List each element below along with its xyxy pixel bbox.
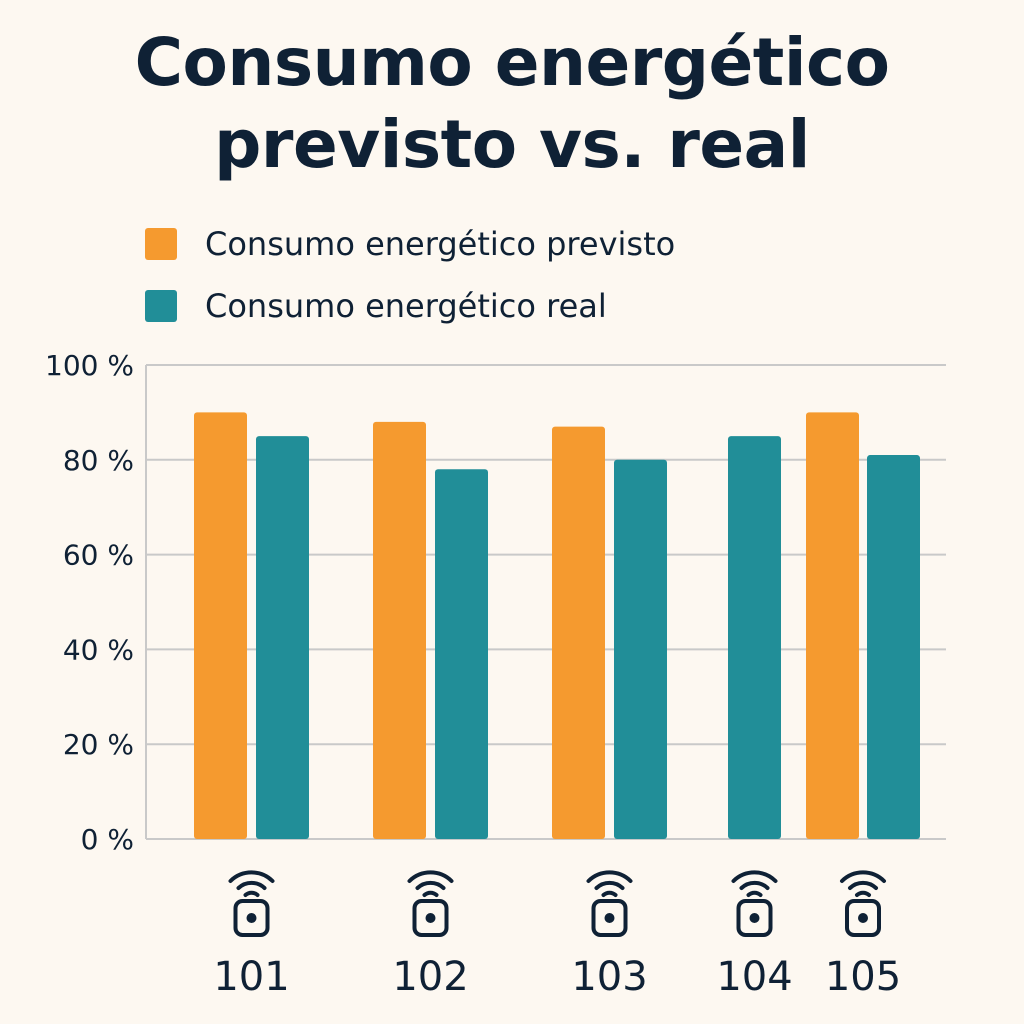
sensor-icon bbox=[840, 870, 886, 937]
bar-real-105 bbox=[867, 455, 920, 839]
sensor-body bbox=[233, 899, 270, 937]
legend-item-previsto: Consumo energético previsto bbox=[145, 222, 675, 266]
sensor-dot bbox=[858, 913, 868, 923]
signal-arc-outer bbox=[731, 870, 778, 883]
signal-arc-middle bbox=[236, 880, 267, 890]
y-tick-label: 80 % bbox=[63, 444, 134, 477]
signal-arc-inner bbox=[601, 890, 618, 897]
x-category-label: 103 bbox=[571, 954, 647, 1000]
legend-label-real: Consumo energético real bbox=[205, 287, 607, 325]
bar-previsto-102 bbox=[373, 421, 426, 839]
x-category-label: 104 bbox=[716, 954, 792, 1000]
sensor-dot bbox=[604, 913, 615, 923]
bar-real-103 bbox=[614, 459, 667, 839]
chart-title-line-2: previsto vs. real bbox=[214, 106, 810, 183]
signal-arc-middle bbox=[739, 880, 770, 890]
chart-title: Consumo energético previsto vs. real bbox=[0, 22, 1024, 186]
bar-previsto-105 bbox=[806, 412, 859, 839]
x-category-label: 102 bbox=[392, 954, 468, 1000]
signal-arc-middle bbox=[594, 880, 625, 890]
y-tick-label: 60 % bbox=[63, 539, 134, 572]
signal-arc-middle bbox=[415, 880, 446, 890]
sensor-body bbox=[736, 899, 773, 937]
signal-arc-outer bbox=[586, 870, 633, 883]
signal-arc-inner bbox=[855, 890, 871, 897]
signal-arc-outer bbox=[407, 870, 454, 883]
sensor-dot bbox=[246, 913, 257, 923]
signal-arc-inner bbox=[746, 890, 763, 897]
signal-arc-inner bbox=[243, 890, 260, 897]
chart-title-line-1: Consumo energético bbox=[134, 24, 890, 101]
legend: Consumo energético previsto Consumo ener… bbox=[145, 222, 675, 346]
sensor-body bbox=[845, 899, 881, 937]
sensor-dot bbox=[425, 913, 436, 923]
legend-item-real: Consumo energético real bbox=[145, 284, 675, 328]
y-tick-label: 100 % bbox=[45, 349, 134, 382]
bar-real-101 bbox=[256, 436, 309, 839]
sensor-icon bbox=[731, 870, 778, 937]
sensor-icon bbox=[407, 870, 454, 937]
x-category-label: 105 bbox=[825, 954, 901, 1000]
sensor-icon bbox=[228, 870, 275, 937]
bar-real-104 bbox=[728, 436, 781, 839]
legend-label-previsto: Consumo energético previsto bbox=[205, 225, 676, 263]
signal-arc-outer bbox=[840, 870, 886, 883]
signal-arc-inner bbox=[422, 890, 439, 897]
bar-previsto-101 bbox=[194, 412, 247, 839]
y-tick-label: 20 % bbox=[63, 728, 134, 761]
legend-swatch-real bbox=[145, 290, 177, 322]
sensor-icon bbox=[586, 870, 633, 937]
x-category-label: 101 bbox=[213, 954, 289, 1000]
sensor-body bbox=[412, 899, 449, 937]
y-tick-label: 40 % bbox=[63, 633, 134, 666]
signal-arc-outer bbox=[228, 870, 275, 883]
sensor-body bbox=[591, 899, 628, 937]
bar-real-102 bbox=[435, 469, 488, 839]
legend-swatch-previsto bbox=[145, 228, 177, 260]
y-tick-label: 0 % bbox=[81, 823, 134, 856]
bar-previsto-103 bbox=[552, 426, 605, 839]
signal-arc-middle bbox=[848, 880, 878, 890]
sensor-dot bbox=[749, 913, 760, 923]
